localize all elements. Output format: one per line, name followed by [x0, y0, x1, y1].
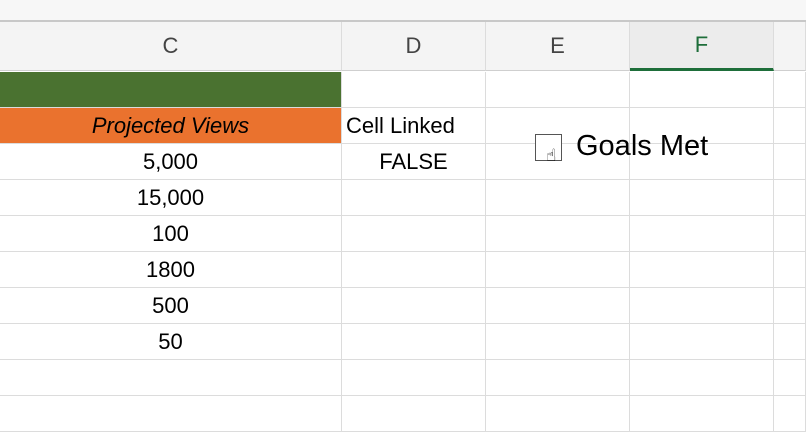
linked-value-cell[interactable]: FALSE: [342, 144, 486, 180]
cell[interactable]: [342, 180, 486, 216]
views-cell[interactable]: 15,000: [0, 180, 342, 216]
cell[interactable]: [486, 216, 630, 252]
cell[interactable]: [774, 144, 806, 180]
cell[interactable]: [774, 252, 806, 288]
cell-linked-label[interactable]: Cell Linked: [342, 108, 486, 144]
cell[interactable]: [774, 324, 806, 360]
cell[interactable]: [630, 252, 774, 288]
cell[interactable]: [630, 108, 774, 144]
cell[interactable]: [342, 324, 486, 360]
cell[interactable]: [486, 324, 630, 360]
cell[interactable]: [774, 108, 806, 144]
cell[interactable]: [630, 324, 774, 360]
cell[interactable]: [774, 72, 806, 108]
projected-views-header[interactable]: Projected Views: [0, 108, 342, 144]
cell[interactable]: [630, 360, 774, 396]
hand-cursor-icon: ☝: [546, 146, 557, 165]
green-header-cell[interactable]: [0, 72, 342, 108]
cell[interactable]: [486, 288, 630, 324]
views-cell[interactable]: 500: [0, 288, 342, 324]
column-header-e[interactable]: E: [486, 22, 630, 71]
cell[interactable]: [774, 396, 806, 432]
column-header-c[interactable]: C: [0, 22, 342, 71]
cell[interactable]: [630, 72, 774, 108]
cell[interactable]: [342, 396, 486, 432]
views-cell[interactable]: 50: [0, 324, 342, 360]
cell[interactable]: [486, 144, 630, 180]
cell[interactable]: [630, 144, 774, 180]
cell[interactable]: [0, 360, 342, 396]
column-header-d[interactable]: D: [342, 22, 486, 71]
cell[interactable]: [486, 252, 630, 288]
views-cell[interactable]: 100: [0, 216, 342, 252]
cell[interactable]: [630, 396, 774, 432]
cell[interactable]: [0, 396, 342, 432]
views-cell[interactable]: 5,000: [0, 144, 342, 180]
cell[interactable]: [342, 360, 486, 396]
goals-met-checkbox[interactable]: [535, 134, 562, 161]
goals-met-label[interactable]: Goals Met: [576, 130, 709, 162]
cell[interactable]: [486, 72, 630, 108]
cell[interactable]: [774, 180, 806, 216]
cell[interactable]: [342, 288, 486, 324]
cell[interactable]: [486, 396, 630, 432]
cell[interactable]: [630, 180, 774, 216]
cell[interactable]: [774, 360, 806, 396]
cell[interactable]: [342, 252, 486, 288]
cell[interactable]: [486, 180, 630, 216]
column-header-f[interactable]: F: [630, 22, 774, 71]
views-cell[interactable]: 1800: [0, 252, 342, 288]
column-header-next[interactable]: [774, 22, 806, 71]
cell[interactable]: [630, 288, 774, 324]
cell[interactable]: [486, 360, 630, 396]
cell[interactable]: [774, 288, 806, 324]
cell[interactable]: [342, 72, 486, 108]
toolbar-strip: [0, 0, 806, 22]
cell[interactable]: [630, 216, 774, 252]
cell[interactable]: [774, 216, 806, 252]
cell[interactable]: [342, 216, 486, 252]
